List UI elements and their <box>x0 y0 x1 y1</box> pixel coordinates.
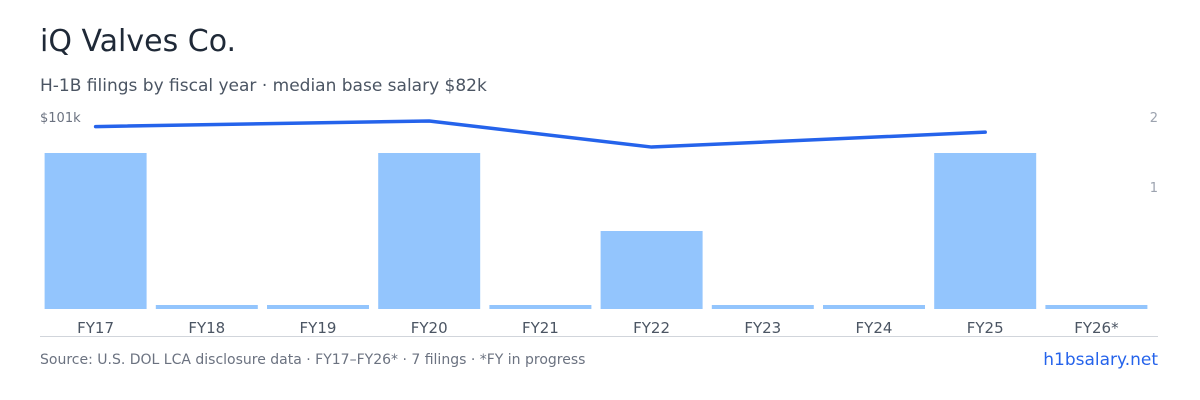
bar-fy24 <box>823 305 925 309</box>
bar-fy26-star <box>1045 305 1148 309</box>
x-tick-label: FY23 <box>744 319 781 337</box>
x-tick-label: FY17 <box>77 319 114 337</box>
brand-link[interactable]: h1bsalary.net <box>1043 350 1158 370</box>
x-tick-label: FY22 <box>633 319 670 337</box>
left-axis-max-label: $101k <box>40 111 81 126</box>
right-axis-tick-2: 2 <box>1149 111 1158 126</box>
x-tick-label: FY19 <box>300 319 337 337</box>
bar-fy20 <box>378 153 481 309</box>
bar-fy18 <box>155 305 258 309</box>
x-tick-label: FY21 <box>522 319 559 337</box>
x-tick-label: FY24 <box>856 319 893 337</box>
right-axis-tick-1: 1 <box>1149 181 1158 196</box>
x-tick-label: FY26* <box>1074 319 1119 337</box>
bar-fy22 <box>600 231 703 309</box>
chart-title: iQ Valves Co. <box>40 24 237 59</box>
salary-line <box>93 119 987 149</box>
bar-fy17 <box>44 153 147 309</box>
x-axis-baseline <box>40 336 1158 337</box>
bar-fy19 <box>267 305 369 309</box>
source-note: Source: U.S. DOL LCA disclosure data · F… <box>40 352 586 368</box>
bar-fy25 <box>934 153 1037 309</box>
chart-subtitle: H-1B filings by fiscal year · median bas… <box>40 76 487 96</box>
bar-fy21 <box>489 305 592 309</box>
bar-fy23 <box>711 305 814 309</box>
x-tick-label: FY18 <box>188 319 225 337</box>
x-tick-label: FY20 <box>411 319 448 337</box>
x-tick-label: FY25 <box>967 319 1004 337</box>
